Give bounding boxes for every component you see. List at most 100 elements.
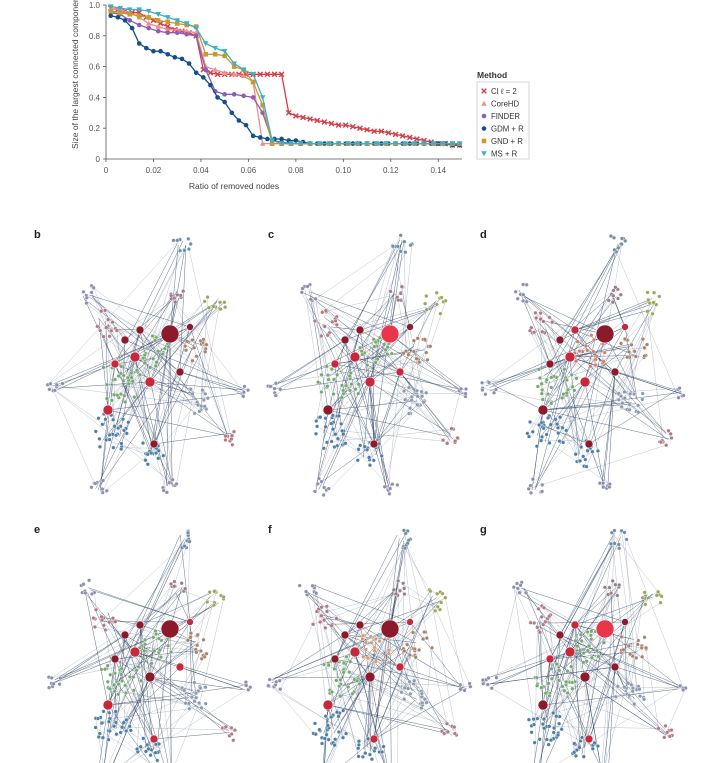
network-node [316, 482, 320, 486]
network-node [597, 655, 601, 659]
network-node [546, 416, 550, 420]
network-node [641, 392, 645, 396]
network-node [407, 353, 411, 357]
data-point [108, 13, 113, 18]
network-node [155, 759, 159, 763]
network-node [241, 394, 245, 398]
y-tick-label: 0.6 [89, 63, 101, 72]
network-node [402, 587, 406, 591]
network-hub [571, 326, 579, 334]
network-node [314, 297, 318, 301]
network-node [145, 743, 149, 747]
data-point [137, 13, 142, 18]
network-node [278, 387, 282, 391]
network-node [534, 316, 538, 320]
network-node [659, 601, 663, 605]
network-node [218, 300, 222, 304]
network-edge [370, 401, 425, 460]
network-node [337, 730, 341, 734]
network-node [130, 371, 134, 375]
network-node [320, 373, 324, 377]
data-point [194, 34, 199, 39]
network-node [402, 389, 406, 393]
network-node [154, 451, 158, 455]
network-node [105, 383, 109, 387]
network-node [578, 349, 582, 353]
network-node [364, 648, 368, 652]
network-node [533, 741, 537, 745]
network-node [104, 628, 108, 632]
network-node [108, 438, 112, 442]
network-node [196, 403, 200, 407]
network-edges [269, 530, 470, 763]
data-point [146, 26, 151, 31]
network-edge [274, 687, 313, 734]
network-node [401, 581, 405, 585]
network-node [611, 579, 615, 583]
data-point [251, 80, 256, 85]
network-node [441, 592, 445, 596]
network-node [532, 621, 536, 625]
network-node [526, 432, 530, 436]
network-node [541, 722, 545, 726]
network-node [313, 319, 317, 323]
network-hub [111, 655, 119, 663]
network-node [549, 738, 553, 742]
network-node [92, 286, 96, 290]
network-node [194, 696, 198, 700]
network-node [269, 385, 273, 389]
network-node [652, 291, 656, 295]
network-hub [365, 377, 375, 387]
network-node [146, 462, 150, 466]
network-node [224, 725, 228, 729]
network-node [453, 439, 457, 443]
network-edge [514, 587, 534, 724]
network-node [435, 592, 439, 596]
network-node [529, 491, 533, 495]
network-node [346, 685, 350, 689]
network-hub [136, 621, 144, 629]
network-hub [407, 619, 414, 626]
network-node [420, 701, 424, 705]
network-node [342, 661, 346, 665]
network-node [623, 396, 627, 400]
network-node [415, 389, 419, 393]
network-node [188, 540, 192, 544]
network-node [192, 346, 196, 350]
network-node [324, 714, 328, 718]
network-node [423, 697, 427, 701]
network-node [622, 648, 626, 652]
network-node [101, 491, 105, 495]
network-node [414, 655, 418, 659]
network-node [580, 639, 584, 643]
network-node [179, 294, 183, 298]
network-node [561, 426, 565, 430]
network-node [334, 432, 338, 436]
network-node [386, 352, 390, 356]
network-edge [374, 660, 383, 741]
network-node [356, 458, 360, 462]
network-node [429, 589, 433, 593]
network-node [348, 660, 352, 664]
network-node [450, 427, 454, 431]
network-node [540, 483, 544, 487]
series-line [111, 16, 460, 145]
network-node [357, 447, 361, 451]
network-node [554, 714, 558, 718]
data-point [265, 137, 270, 142]
network-node [551, 711, 555, 715]
network-node [540, 435, 544, 439]
network-edge [588, 244, 622, 451]
network-node [157, 637, 161, 641]
network-node [47, 686, 51, 690]
network-node [585, 465, 589, 469]
network-node [203, 655, 207, 659]
network-hub [356, 621, 364, 629]
network-node [495, 676, 499, 680]
network-edge [445, 598, 464, 691]
network-node [204, 702, 208, 706]
network-node [131, 379, 135, 383]
network-node [582, 755, 586, 759]
network-node [306, 285, 310, 289]
network-node [565, 378, 569, 382]
